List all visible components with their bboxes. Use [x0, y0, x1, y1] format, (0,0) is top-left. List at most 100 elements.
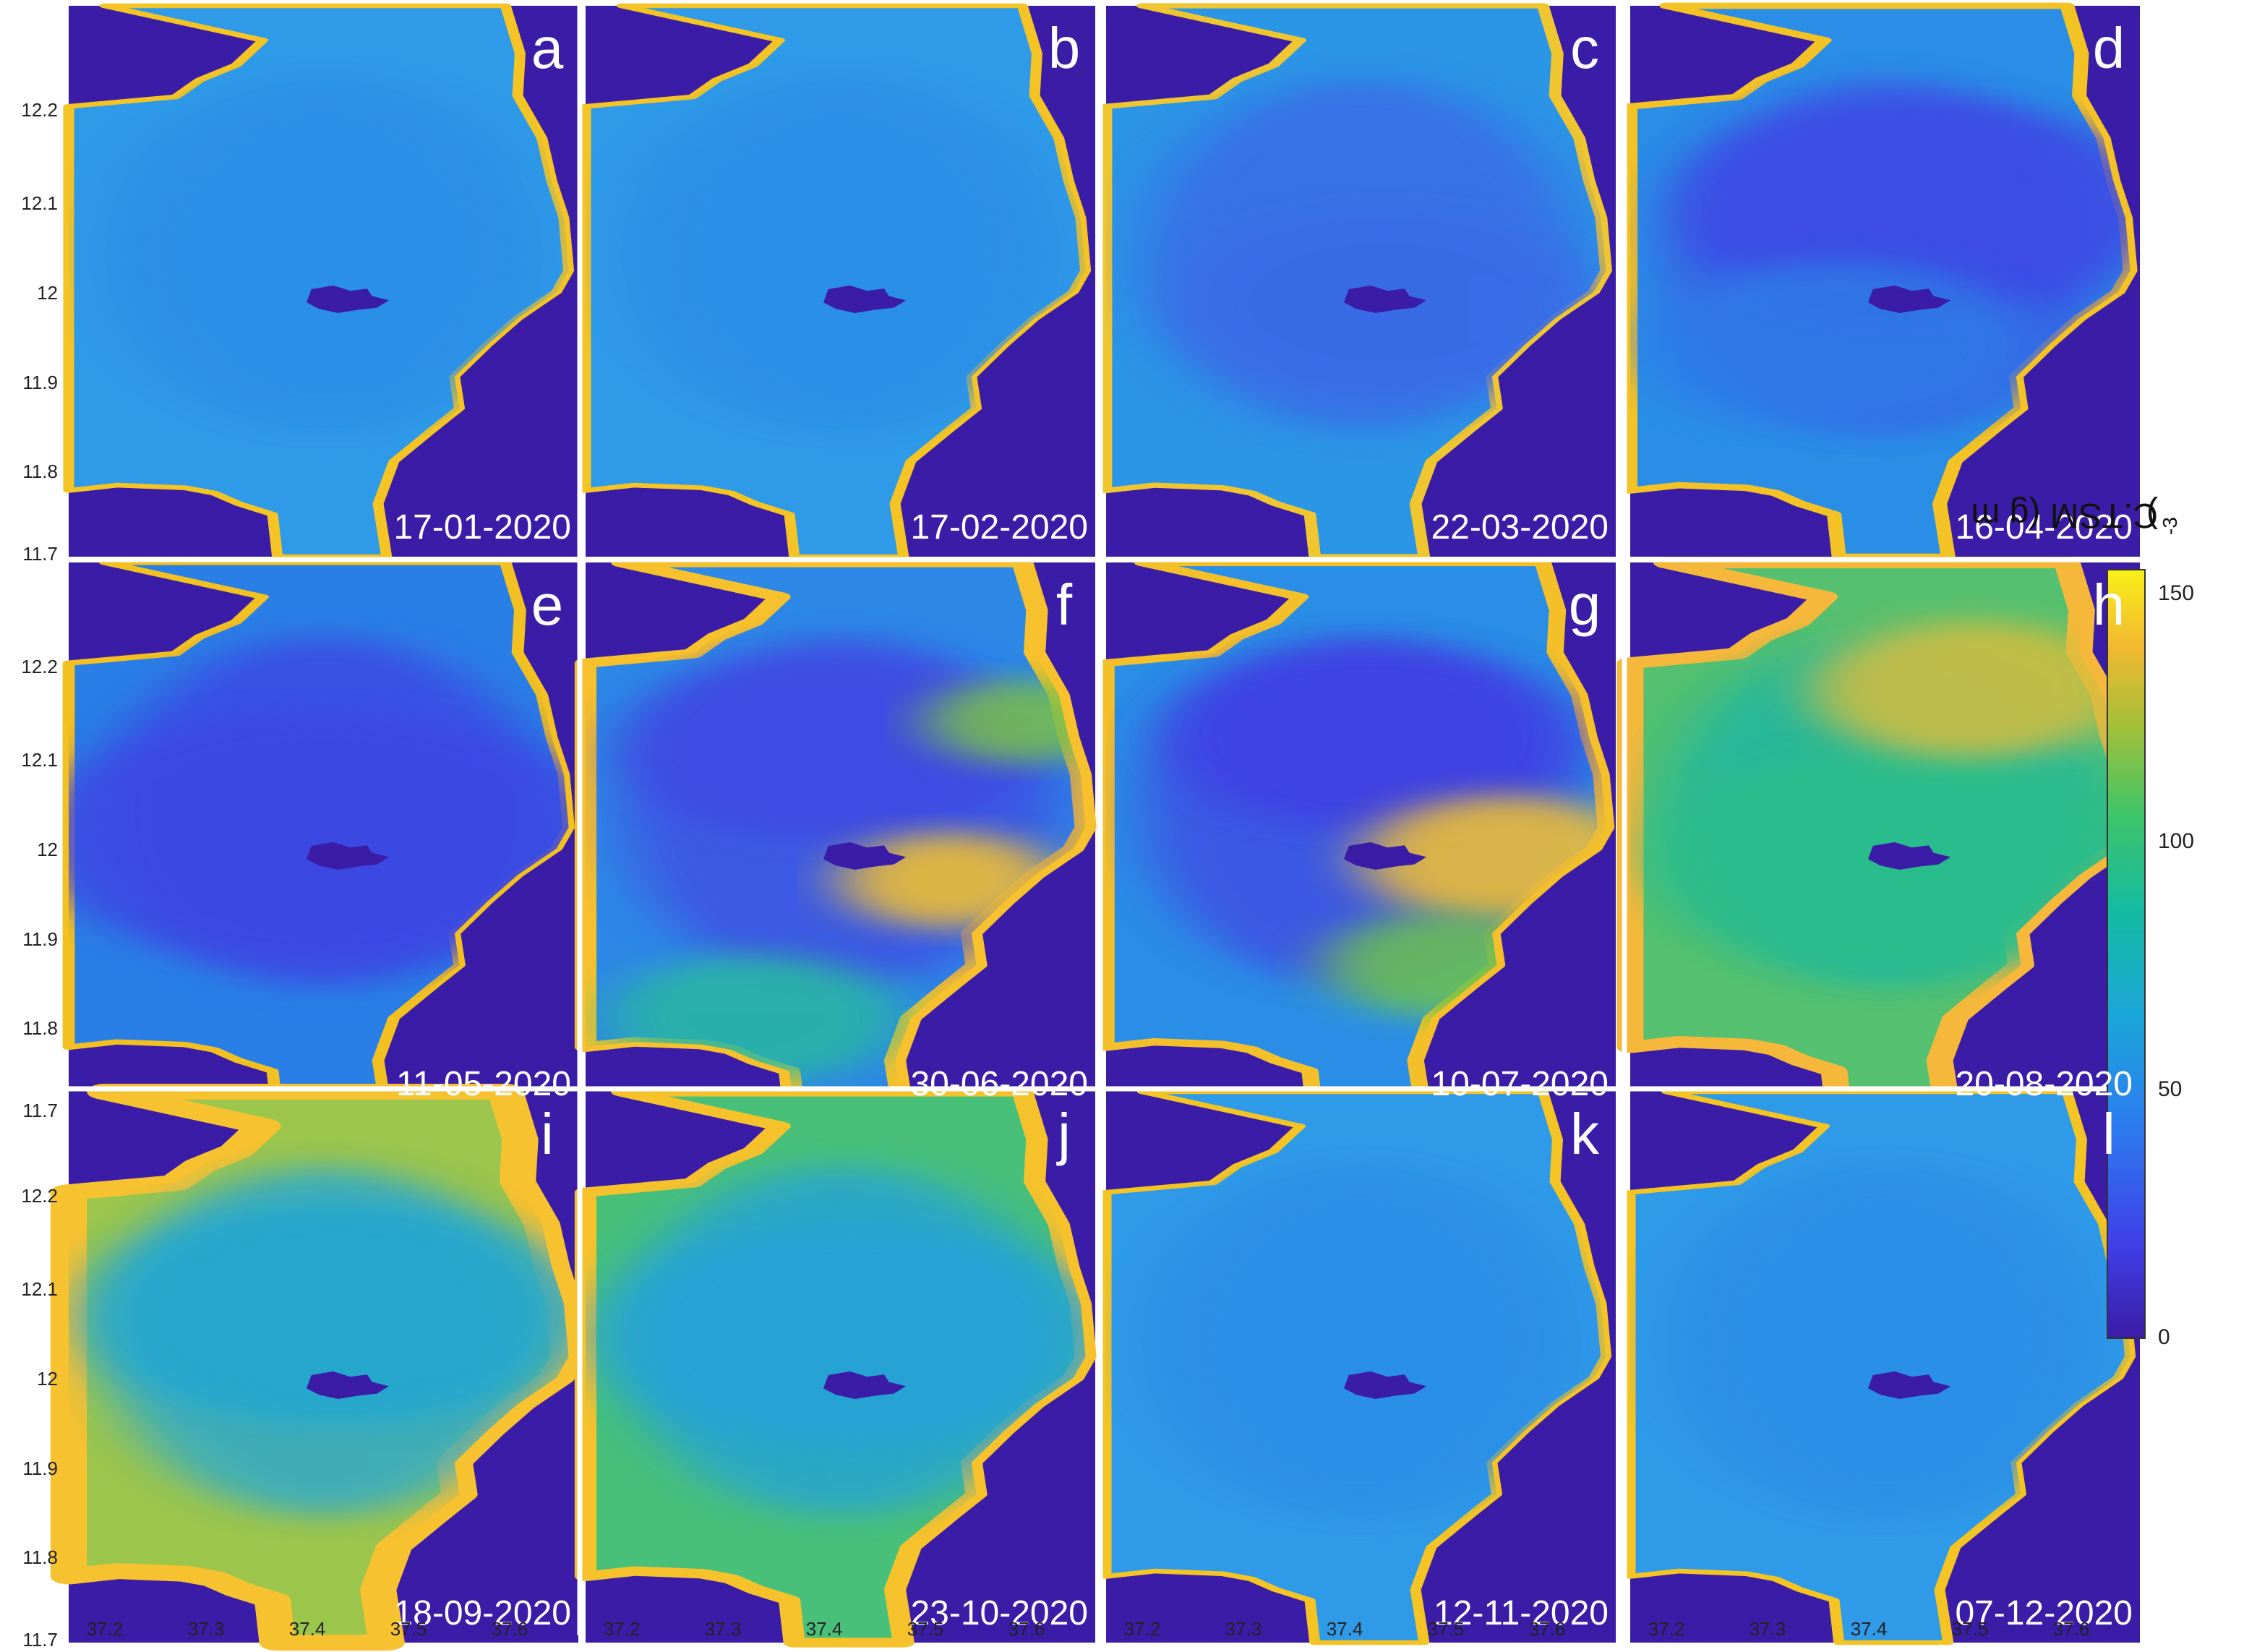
latitude-tick-label: 12.1: [21, 192, 58, 215]
longitude-tick-label: 37.3: [1225, 1618, 1262, 1640]
panel-date-k: 12-11-2020: [1434, 1594, 1609, 1632]
island: [1344, 842, 1427, 870]
map-panel-d: [1622, 2, 2140, 560]
longitude-tick-label: 37.6: [2052, 1618, 2090, 1640]
island: [1868, 1371, 1951, 1399]
turbidity-patch: [597, 1224, 1086, 1447]
turbidity-patch: [1812, 620, 2128, 759]
longitude-tick-label: 37.5: [390, 1618, 427, 1640]
panel-letter-f: f: [1055, 573, 1073, 637]
latitude-tick-label: 12.2: [21, 656, 58, 678]
island: [1868, 285, 1951, 313]
turbidity-field: [105, 80, 542, 430]
panel-letter-j: j: [1058, 1102, 1071, 1166]
longitude-tick-label: 37.6: [1008, 1618, 1045, 1640]
colorbar-tick-label: 150: [2158, 581, 2195, 606]
panel-letter-k: k: [1570, 1102, 1599, 1166]
colorbar-tick-label: 0: [2158, 1325, 2170, 1349]
panel-date-g: 10-07-2020: [1431, 1065, 1609, 1103]
latitude-tick-label: 12.1: [21, 1278, 58, 1301]
longitude-tick-label: 37.3: [1749, 1618, 1786, 1640]
map-panel-c: [1100, 3, 1616, 560]
panel-date-d: 16-04-2020: [1955, 508, 2133, 547]
panel-letter-l: l: [2102, 1102, 2115, 1166]
turbidity-patch: [1166, 647, 1580, 828]
turbidity-field: [622, 80, 1059, 430]
panel-date-i: 18-09-2020: [393, 1594, 571, 1632]
map-panel-i: [50, 1084, 587, 1651]
longitude-tick-label: 37.5: [1951, 1618, 1989, 1640]
longitude-tick-label: 37.5: [1427, 1618, 1465, 1640]
island: [1868, 842, 1951, 870]
longitude-tick-label: 37.2: [86, 1618, 124, 1640]
latitude-tick-label: 12.2: [21, 99, 58, 121]
panel-letter-e: e: [531, 573, 564, 637]
longitude-tick-label: 37.3: [187, 1618, 225, 1640]
longitude-tick-label: 37.3: [704, 1618, 742, 1640]
island: [823, 1371, 907, 1399]
turbidity-patch: [622, 657, 1035, 838]
colorbar-gradient: [2107, 569, 2146, 1339]
panel-letter-g: g: [1568, 573, 1601, 637]
panel-date-j: 23-10-2020: [910, 1594, 1088, 1632]
turbidity-patch: [1642, 260, 2031, 430]
colorbar-tick-label: 100: [2158, 829, 2195, 854]
longitude-tick-label: 37.5: [907, 1618, 944, 1640]
panel-date-h: 20-08-2020: [1955, 1065, 2133, 1103]
island: [823, 285, 907, 313]
latitude-tick-label: 12: [37, 281, 58, 304]
map-panel-a: [63, 3, 578, 560]
map-panel-b: [580, 3, 1095, 560]
island: [307, 842, 390, 870]
longitude-tick-label: 37.2: [1648, 1618, 1685, 1640]
colorbar-title: C.TSM (g m -3): [1971, 496, 2181, 535]
turbidity-field: [1142, 1165, 1580, 1516]
latitude-tick-label: 11.9: [22, 928, 58, 950]
map-panel-g: [1097, 558, 1616, 1118]
longitude-tick-label: 37.6: [491, 1618, 528, 1640]
latitude-tick-label: 11.8: [22, 461, 58, 483]
panel-letter-b: b: [1048, 16, 1081, 80]
panel-letter-d: d: [2092, 16, 2125, 80]
map-panel-f: [574, 557, 1097, 1118]
map-panel-h: [1616, 556, 2144, 1120]
panel-letter-h: h: [2092, 573, 2125, 637]
island: [307, 285, 390, 313]
latitude-tick-label: 11.7: [22, 543, 58, 565]
panel-date-b: 17-02-2020: [910, 508, 1088, 547]
panel-date-c: 22-03-2020: [1431, 508, 1609, 547]
panel-date-e: 11-05-2020: [396, 1065, 571, 1103]
longitude-tick-label: 37.4: [1326, 1618, 1363, 1640]
turbidity-patch: [1679, 100, 2130, 313]
longitude-tick-label: 37.4: [288, 1618, 326, 1640]
island: [1344, 1371, 1427, 1399]
island: [1344, 285, 1427, 313]
latitude-tick-label: 11.8: [22, 1546, 58, 1569]
turbidity-field: [1666, 1165, 2104, 1516]
latitude-tick-label: 12: [37, 1367, 58, 1390]
latitude-tick-label: 11.9: [22, 1457, 58, 1479]
latitude-tick-label: 12: [37, 838, 58, 860]
island: [307, 1371, 390, 1399]
latitude-tick-label: 11.8: [22, 1017, 58, 1040]
colorbar-tick-label: 50: [2158, 1077, 2183, 1102]
panel-letter-i: i: [541, 1102, 554, 1166]
panel-date-l: 07-12-2020: [1955, 1594, 2133, 1632]
latitude-tick-label: 11.7: [22, 1100, 58, 1122]
map-panel-k: [1100, 1089, 1616, 1645]
panel-letter-c: c: [1570, 16, 1599, 80]
map-panel-l: [1624, 1089, 2140, 1645]
map-panel-e: [62, 560, 578, 1116]
latitude-tick-label: 12.1: [21, 749, 58, 771]
panel-date-a: 17-01-2020: [393, 508, 571, 547]
longitude-tick-label: 37.4: [805, 1618, 843, 1640]
longitude-tick-label: 37.2: [1123, 1618, 1161, 1640]
island: [823, 842, 907, 870]
map-panel-j: [574, 1087, 1097, 1648]
panel-date-f: 30-06-2020: [910, 1065, 1088, 1103]
longitude-tick-label: 37.4: [1850, 1618, 1888, 1640]
longitude-tick-label: 37.6: [1528, 1618, 1566, 1640]
latitude-tick-label: 11.7: [22, 1629, 58, 1651]
longitude-tick-label: 37.2: [603, 1618, 641, 1640]
